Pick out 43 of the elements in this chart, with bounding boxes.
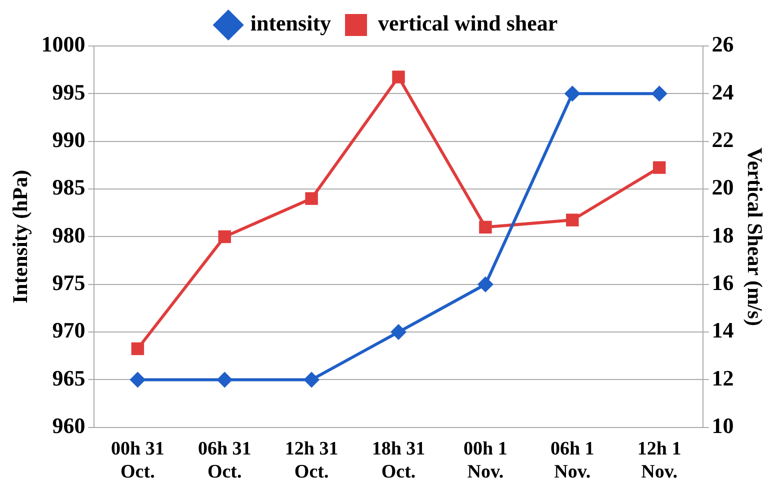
- point: [304, 372, 320, 388]
- point: [566, 214, 579, 226]
- x-tick-label: 00h 1 Nov.: [464, 438, 508, 483]
- x-tick-label: 12h 1 Nov.: [637, 438, 682, 483]
- x-tick-label: 06h 1 Nov.: [550, 438, 594, 483]
- y2-tick-label: 12: [712, 365, 734, 390]
- y2-tick-label: 20: [712, 174, 734, 200]
- y-tick-label: 965: [52, 365, 86, 390]
- y-tick-label: 1000: [41, 32, 86, 57]
- y-tick-label: 980: [52, 222, 86, 248]
- y2-tick-label: 16: [712, 270, 734, 296]
- point: [479, 220, 492, 234]
- y-tick-label: 990: [52, 127, 86, 152]
- y2-tick-label: 18: [712, 222, 734, 248]
- y-tick-label: 970: [52, 318, 86, 343]
- y-tick-label: 995: [52, 79, 86, 104]
- legend-label: intensity: [250, 10, 332, 36]
- legend-label: vertical wind shear: [378, 10, 558, 36]
- y2-tick-label: 24: [712, 79, 734, 104]
- point: [305, 192, 318, 205]
- y2-tick-label: 22: [712, 127, 734, 152]
- point: [131, 342, 144, 356]
- y2-tick-label: 10: [712, 413, 734, 438]
- x-tick-label: 12h 31 Oct.: [284, 438, 338, 483]
- point: [390, 324, 406, 340]
- x-tick-label: 06h 31 Oct.: [198, 438, 252, 483]
- point: [651, 86, 668, 102]
- y-axis-title: Intensity (hPa): [8, 170, 32, 304]
- y-tick-label: 960: [52, 413, 86, 438]
- point: [218, 230, 231, 244]
- point: [216, 372, 233, 388]
- point: [564, 86, 580, 102]
- point: [130, 372, 146, 388]
- point: [652, 161, 666, 174]
- y2-tick-label: 14: [712, 318, 734, 343]
- point: [477, 276, 494, 292]
- x-tick-label: 18h 31 Oct.: [372, 438, 426, 483]
- y2-axis-title: Vertical Shear (m/s): [742, 147, 767, 326]
- x-tick-label: 00h 31 Oct.: [111, 438, 164, 483]
- y-tick-label: 985: [52, 174, 86, 200]
- y2-tick-label: 26: [712, 32, 734, 57]
- y-tick-label: 975: [52, 270, 86, 296]
- point: [392, 70, 405, 84]
